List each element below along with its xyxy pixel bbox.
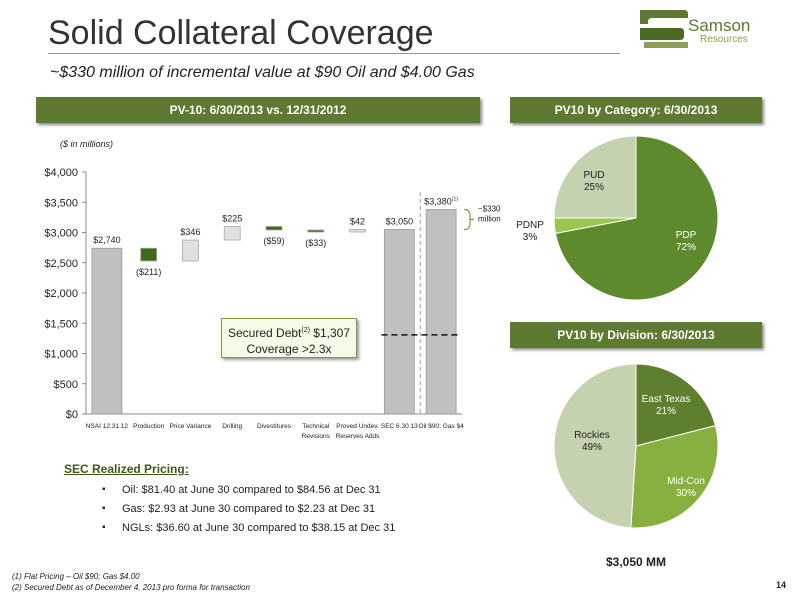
pie-slice — [554, 135, 719, 301]
pricing-item-ngl: NGLs: $36.60 at June 30 compared to $38.… — [102, 522, 395, 534]
pie-slice — [553, 363, 637, 529]
y-tick-label: $0 — [66, 409, 78, 421]
y-tick-label: $500 — [54, 379, 78, 391]
logo-name: Samson — [688, 16, 751, 35]
waterfall-bar — [91, 247, 123, 415]
pie-slice-label: PDNP — [516, 220, 544, 231]
page-title: Solid Collateral Coverage — [48, 14, 434, 52]
pie-slice-label: PUD — [583, 170, 604, 181]
secured-debt-label: Secured Debt — [228, 326, 302, 340]
waterfall-chart: $0 $500 $1,000 $1,500 $2,000 $2,500 $3,000 $3,5… — [44, 167, 501, 440]
category-label: Oil $90; Gas $4 — [419, 423, 465, 430]
pie-slice-value: 21% — [656, 406, 676, 417]
pie-slice-label: Mid-Con — [667, 476, 705, 487]
waterfall-bar — [140, 247, 158, 262]
waterfall-bar — [265, 226, 283, 231]
footnotes: (1) Flat Pricing – Oil $90; Gas $4.00 (2… — [12, 571, 250, 593]
pie-slice-value: 49% — [582, 442, 602, 453]
secured-debt-callout: Secured Debt(2) $1,307 Coverage >2.3x — [221, 318, 357, 358]
bar-value-label: $2,740 — [93, 235, 121, 245]
y-tick-label: $4,000 — [44, 167, 78, 179]
category-label: Price Variance — [170, 423, 212, 430]
bar-value-label: $3,380(1) — [424, 197, 458, 207]
category-label: Proved Undev. — [336, 423, 379, 430]
category-label: Technical — [302, 423, 330, 430]
bar-value-label: ($33) — [305, 238, 326, 248]
category-label: Drilling — [222, 423, 242, 430]
pie-slice — [553, 135, 637, 219]
units-note: ($ in millions) — [60, 139, 114, 149]
pie-slice — [635, 363, 717, 447]
logo-subtext: Resources — [700, 34, 748, 45]
bracket-label-line1: ~$330 — [478, 205, 501, 214]
bar-value-label: ($59) — [263, 236, 284, 246]
bar-value-label: $42 — [350, 216, 365, 226]
division-total: $3,050 MM — [606, 555, 667, 569]
page-subtitle: ~$330 million of incremental value at $9… — [50, 64, 475, 81]
footnote-2: (2) Secured Debt as of December 4, 2013 … — [12, 583, 250, 592]
pie-slice-value: 72% — [676, 242, 696, 253]
bar-value-label: $3,050 — [386, 216, 414, 226]
secured-debt-amount: $1,307 — [309, 326, 350, 340]
pie-slice-value: 25% — [584, 182, 604, 193]
samson-logo-icon — [640, 10, 688, 48]
y-tick-label: $2,000 — [44, 288, 78, 300]
division-banner: PV10 by Division: 6/30/2013 — [510, 322, 762, 348]
secured-debt-footnote-ref: (2) — [301, 327, 310, 334]
waterfall-bar — [182, 239, 199, 262]
pie-slice-value: 3% — [523, 232, 538, 243]
waterfall-bar — [425, 209, 457, 415]
waterfall-bar — [383, 229, 415, 415]
category-label: SEC 6.30.13 — [381, 423, 418, 430]
category-label: Production — [133, 423, 164, 430]
pie-slice-label: Rockies — [574, 430, 610, 441]
page-number: 14 — [776, 580, 787, 590]
category-label: Revisions — [302, 433, 331, 440]
pricing-item-gas: Gas: $2.93 at June 30 compared to $2.23 … — [102, 503, 395, 515]
bracket-label-line2: million — [478, 215, 501, 224]
bar-value-label: $225 — [222, 213, 242, 223]
y-tick-label: $2,500 — [44, 258, 78, 270]
pricing-heading: SEC Realized Pricing: — [64, 462, 189, 476]
title-divider — [48, 53, 620, 54]
coverage-label: Coverage >2.3x — [246, 342, 332, 356]
y-tick-label: $3,000 — [44, 228, 78, 240]
footnote-1: (1) Flat Pricing – Oil $90; Gas $4.00 — [12, 572, 140, 581]
waterfall-bar — [349, 229, 366, 233]
category-label: NSAI 12.31.12 — [86, 423, 129, 430]
pricing-section: SEC Realized Pricing: Oil: $81.40 at Jun… — [64, 462, 395, 541]
pie-slice — [630, 424, 719, 529]
y-tick-label: $3,500 — [44, 197, 78, 209]
waterfall-bar — [223, 226, 241, 241]
y-tick-label: $1,000 — [44, 349, 78, 361]
category-label: Divestitures — [257, 423, 292, 430]
incremental-bracket — [463, 208, 474, 231]
waterfall-bar — [307, 229, 325, 233]
pie-slice-value: 30% — [676, 488, 696, 499]
category-banner: PV10 by Category: 6/30/2013 — [510, 97, 762, 123]
bar-value-label: ($211) — [136, 267, 161, 277]
pie-slice-label: PDP — [676, 230, 697, 241]
pie-slice-label: East Texas — [642, 394, 691, 405]
y-tick-label: $1,500 — [44, 318, 78, 330]
waterfall-banner: PV-10: 6/30/2013 vs. 12/31/2012 — [36, 97, 480, 123]
category-label: Reserves Adds — [336, 433, 380, 440]
pricing-item-oil: Oil: $81.40 at June 30 compared to $84.5… — [102, 484, 395, 496]
bar-value-label: $346 — [180, 227, 200, 237]
